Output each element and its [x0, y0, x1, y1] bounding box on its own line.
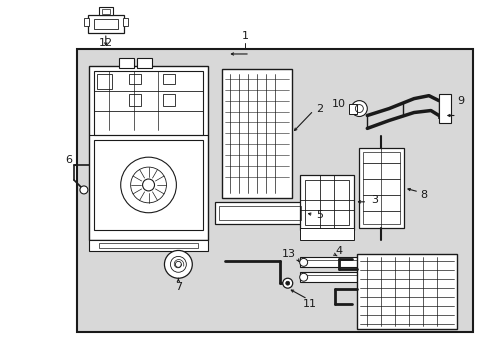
- Bar: [89, 239, 208, 251]
- Bar: [94, 71, 203, 135]
- Bar: [222, 69, 291, 198]
- Bar: [215, 202, 304, 224]
- Text: 5: 5: [315, 210, 323, 220]
- Bar: [299, 175, 354, 230]
- Bar: [102, 9, 109, 14]
- Bar: [94, 140, 203, 230]
- Bar: [94, 19, 118, 29]
- Circle shape: [80, 186, 88, 194]
- Circle shape: [282, 278, 292, 288]
- Text: 4: 4: [335, 247, 342, 256]
- Bar: [299, 228, 354, 239]
- Text: 13: 13: [281, 249, 295, 260]
- Bar: [363, 152, 399, 224]
- Text: 7: 7: [174, 282, 182, 292]
- Bar: [119, 58, 133, 68]
- Bar: [163, 94, 175, 105]
- Bar: [299, 257, 388, 267]
- Bar: [122, 18, 127, 26]
- Bar: [89, 66, 208, 239]
- Bar: [349, 104, 357, 113]
- Bar: [136, 58, 151, 68]
- Bar: [299, 272, 388, 282]
- Bar: [128, 74, 141, 84]
- Bar: [128, 94, 141, 105]
- Text: 8: 8: [420, 190, 427, 200]
- Circle shape: [164, 251, 192, 278]
- Bar: [99, 243, 198, 248]
- Text: 11: 11: [302, 299, 316, 309]
- Text: 9: 9: [456, 96, 464, 105]
- Bar: [163, 74, 175, 84]
- Bar: [438, 94, 450, 123]
- Bar: [84, 18, 89, 26]
- Text: 6: 6: [65, 155, 72, 165]
- Text: 12: 12: [99, 38, 113, 48]
- Text: 1: 1: [241, 31, 248, 41]
- Bar: [88, 15, 123, 33]
- Circle shape: [142, 179, 154, 191]
- Circle shape: [285, 281, 289, 285]
- Text: 2: 2: [315, 104, 323, 113]
- Bar: [97, 74, 112, 89]
- Bar: [219, 206, 300, 220]
- Text: 10: 10: [331, 99, 345, 109]
- Circle shape: [175, 261, 181, 267]
- Bar: [304, 180, 349, 225]
- Bar: [357, 255, 456, 329]
- Text: 3: 3: [370, 195, 377, 205]
- Circle shape: [299, 258, 307, 266]
- Circle shape: [351, 100, 366, 117]
- Bar: [99, 7, 113, 15]
- Bar: [359, 148, 403, 228]
- Circle shape: [299, 273, 307, 281]
- Bar: [77, 49, 472, 332]
